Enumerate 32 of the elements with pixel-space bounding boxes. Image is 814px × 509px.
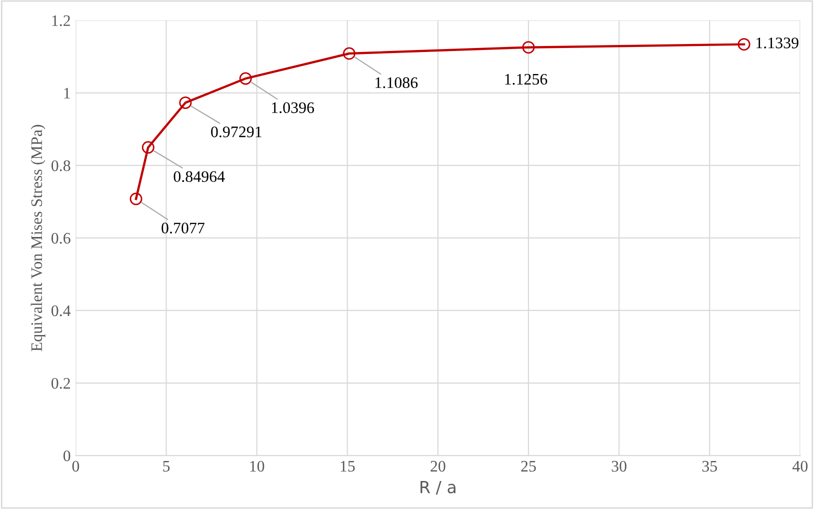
point [522,41,535,54]
x-tick-label: 5 [163,461,170,472]
y-tick-label: 0.8 [51,160,70,172]
y-tick-label: 1 [64,88,70,98]
point [738,38,750,51]
x-tick-label: 30 [612,460,626,472]
point [342,47,356,60]
data-label: 0.97291 [211,126,262,138]
x-tick-label: 0 [72,460,80,472]
y-tick-label: 0.2 [51,378,70,389]
x-tick-label: 15 [340,460,355,472]
y-tick-label: 0 [63,450,70,462]
data-label: 1.1339 [756,38,798,48]
y-tick-label: 1.2 [52,15,70,26]
point [239,72,252,85]
x-tick-label: 25 [521,460,536,472]
y-tick-label: 0.4 [51,305,71,316]
data-label: 0.7077 [162,222,204,234]
x-tick-label: 20 [430,460,446,472]
point [142,141,154,154]
x-tick-label: 40 [792,460,808,472]
data-label: 1.1086 [376,77,418,88]
point [179,96,192,109]
data-label: 1.1256 [505,74,548,85]
point [130,192,142,206]
x-tick-label: 10 [250,460,264,472]
x-axis-title: R / a [420,480,456,495]
x-tick-label: 35 [702,460,717,472]
y-tick-label: 0.6 [51,232,70,244]
data-label: 0.84964 [174,171,225,182]
data-label: 1.0396 [272,102,314,114]
y-axis-title: Equivalent Von Mises Stress (MPa) [30,124,46,352]
